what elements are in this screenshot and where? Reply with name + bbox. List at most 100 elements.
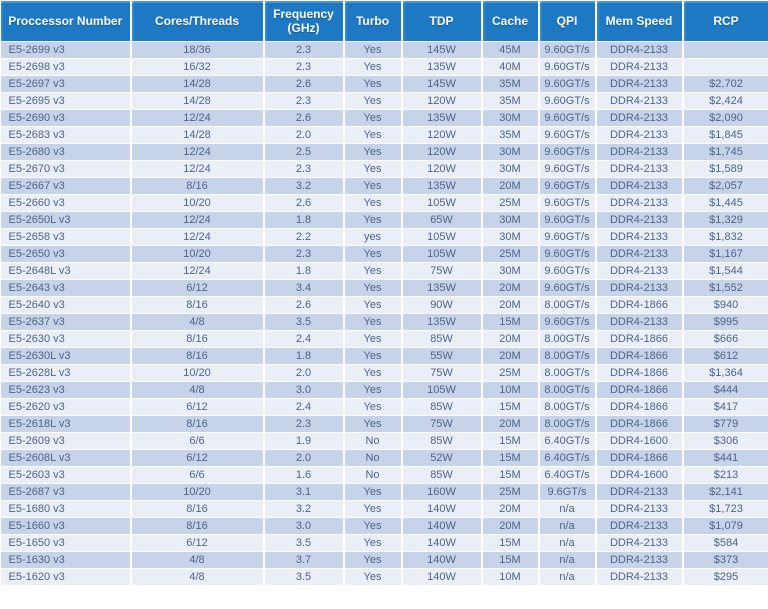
cell-cache: 20M xyxy=(481,415,540,433)
table-row: E5-2695 v3 14/28 2.3 Yes 120W 35M 9.60GT/s DDR4… xyxy=(0,92,768,110)
cell-proccessor-number: E5-2695 v3 xyxy=(0,92,132,110)
cell-cores-threads: 6/6 xyxy=(130,466,265,484)
table-row: E5-2603 v3 6/6 1.6 No 85W 15M 6.40GT/s DDR4-160… xyxy=(0,466,768,484)
cell-frequency-ghz: 3.5 xyxy=(263,313,345,331)
cell-cores-threads: 6/12 xyxy=(130,398,265,416)
cell-qpi: 8.00GT/s xyxy=(538,330,597,348)
cell-frequency-ghz: 2.0 xyxy=(263,364,345,382)
cell-rcp: $584 xyxy=(682,534,768,552)
cell-cores-threads: 4/8 xyxy=(130,568,265,586)
cell-turbo: Yes xyxy=(343,347,403,365)
cell-qpi: 9.60GT/s xyxy=(538,228,597,246)
cell-mem-speed: DDR4-2133 xyxy=(595,483,684,501)
cell-tdp: 120W xyxy=(401,160,483,178)
cell-mem-speed: DDR4-2133 xyxy=(595,500,684,518)
table-row: E5-2648L v3 12/24 1.8 Yes 75W 30M 9.60GT/s DDR4… xyxy=(0,262,768,280)
cell-rcp: $1,167 xyxy=(682,245,768,263)
cell-tdp: 135W xyxy=(401,279,483,297)
column-header-turbo: Turbo xyxy=(343,0,403,42)
cell-qpi: 8.00GT/s xyxy=(538,398,597,416)
cell-cache: 25M xyxy=(481,483,540,501)
cell-turbo: yes xyxy=(343,228,403,246)
cell-tdp: 105W xyxy=(401,194,483,212)
cell-frequency-ghz: 2.3 xyxy=(263,245,345,263)
cell-rcp: $2,702 xyxy=(682,75,768,93)
table-row: E5-1630 v3 4/8 3.7 Yes 140W 15M n/a DDR4-2133 $3… xyxy=(0,551,768,569)
cell-mem-speed: DDR4-2133 xyxy=(595,75,684,93)
cell-cores-threads: 10/20 xyxy=(130,245,265,263)
table-row: E5-2643 v3 6/12 3.4 Yes 135W 20M 9.60GT/s DDR4-… xyxy=(0,279,768,297)
cell-proccessor-number: E5-2698 v3 xyxy=(0,58,132,76)
cell-cache: 15M xyxy=(481,432,540,450)
cell-qpi: 9.60GT/s xyxy=(538,58,597,76)
cell-cores-threads: 8/16 xyxy=(130,415,265,433)
cell-rcp: $1,832 xyxy=(682,228,768,246)
cell-mem-speed: DDR4-1600 xyxy=(595,466,684,484)
table-row: E5-2630L v3 8/16 1.8 Yes 55W 20M 8.00GT/s DDR4-… xyxy=(0,347,768,365)
cell-mem-speed: DDR4-2133 xyxy=(595,177,684,195)
cell-frequency-ghz: 1.8 xyxy=(263,262,345,280)
cell-qpi: 9.60GT/s xyxy=(538,194,597,212)
cell-turbo: Yes xyxy=(343,398,403,416)
cell-cores-threads: 18/36 xyxy=(130,41,265,59)
cell-frequency-ghz: 3.1 xyxy=(263,483,345,501)
cell-tdp: 85W xyxy=(401,466,483,484)
cell-cache: 15M xyxy=(481,398,540,416)
cell-frequency-ghz: 2.3 xyxy=(263,58,345,76)
cell-mem-speed: DDR4-1866 xyxy=(595,347,684,365)
cell-rcp: $1,845 xyxy=(682,126,768,144)
cell-tdp: 105W xyxy=(401,245,483,263)
cell-cache: 25M xyxy=(481,194,540,212)
cell-qpi: 6.40GT/s xyxy=(538,449,597,467)
cell-cores-threads: 12/24 xyxy=(130,211,265,229)
cell-turbo: Yes xyxy=(343,143,403,161)
cell-tdp: 140W xyxy=(401,568,483,586)
cell-proccessor-number: E5-2630L v3 xyxy=(0,347,132,365)
cell-qpi: 9.60GT/s xyxy=(538,75,597,93)
cell-rcp: $666 xyxy=(682,330,768,348)
cell-tdp: 135W xyxy=(401,58,483,76)
cell-frequency-ghz: 2.3 xyxy=(263,41,345,59)
cell-cache: 45M xyxy=(481,41,540,59)
cell-mem-speed: DDR4-1866 xyxy=(595,330,684,348)
column-header-cores-threads: Cores/Threads xyxy=(130,0,265,42)
table-row: E5-2690 v3 12/24 2.6 Yes 135W 30M 9.60GT/s DDR4… xyxy=(0,109,768,127)
cell-cores-threads: 8/16 xyxy=(130,177,265,195)
cell-proccessor-number: E5-2648L v3 xyxy=(0,262,132,280)
cell-cores-threads: 4/8 xyxy=(130,381,265,399)
cell-tdp: 65W xyxy=(401,211,483,229)
cell-frequency-ghz: 2.3 xyxy=(263,92,345,110)
cell-turbo: Yes xyxy=(343,568,403,586)
cell-turbo: Yes xyxy=(343,75,403,93)
cell-cores-threads: 8/16 xyxy=(130,500,265,518)
cell-frequency-ghz: 2.2 xyxy=(263,228,345,246)
cell-cores-threads: 6/12 xyxy=(130,534,265,552)
cell-rcp: $1,589 xyxy=(682,160,768,178)
cell-frequency-ghz: 3.5 xyxy=(263,534,345,552)
cell-mem-speed: DDR4-1866 xyxy=(595,449,684,467)
table-row: E5-2683 v3 14/28 2.0 Yes 120W 35M 9.60GT/s DDR4… xyxy=(0,126,768,144)
cell-tdp: 75W xyxy=(401,262,483,280)
cell-cache: 30M xyxy=(481,228,540,246)
table-row: E5-2698 v3 16/32 2.3 Yes 135W 40M 9.60GT/s DDR4… xyxy=(0,58,768,76)
cell-rcp: $417 xyxy=(682,398,768,416)
table-row: E5-2650 v3 10/20 2.3 Yes 105W 25M 9.60GT/s DDR4… xyxy=(0,245,768,263)
cell-mem-speed: DDR4-1866 xyxy=(595,415,684,433)
cell-mem-speed: DDR4-2133 xyxy=(595,551,684,569)
table-row: E5-2687 v3 10/20 3.1 Yes 160W 25M 9.6GT/s DDR4-… xyxy=(0,483,768,501)
cell-turbo: Yes xyxy=(343,483,403,501)
cell-frequency-ghz: 2.5 xyxy=(263,143,345,161)
cell-qpi: 9.60GT/s xyxy=(538,109,597,127)
cell-tdp: 85W xyxy=(401,398,483,416)
cell-proccessor-number: E5-2683 v3 xyxy=(0,126,132,144)
table-header: Proccessor Number Cores/Threads Frequency … xyxy=(0,0,768,42)
cell-proccessor-number: E5-2699 v3 xyxy=(0,41,132,59)
cell-tdp: 105W xyxy=(401,381,483,399)
table-row: E5-2628L v3 10/20 2.0 Yes 75W 25M 8.00GT/s DDR4… xyxy=(0,364,768,382)
cell-turbo: Yes xyxy=(343,41,403,59)
cell-frequency-ghz: 2.6 xyxy=(263,109,345,127)
table-row: E5-2637 v3 4/8 3.5 Yes 135W 15M 9.60GT/s DDR4-2… xyxy=(0,313,768,331)
cell-proccessor-number: E5-2637 v3 xyxy=(0,313,132,331)
cell-proccessor-number: E5-2667 v3 xyxy=(0,177,132,195)
cell-rcp: $1,745 xyxy=(682,143,768,161)
